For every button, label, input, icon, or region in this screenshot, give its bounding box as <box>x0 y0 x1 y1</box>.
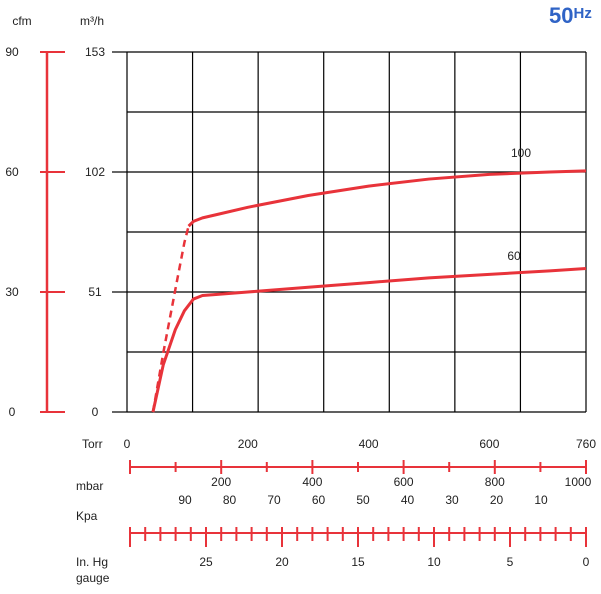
inhg-scale-label-line1: In. Hg <box>76 555 108 569</box>
mbar-tick-label: 1000 <box>565 475 592 489</box>
series-label-60: 60 <box>507 249 521 263</box>
plot-grid <box>126 51 587 413</box>
torr-tick-label: 600 <box>479 437 499 451</box>
kpa-tick-label: 20 <box>490 493 504 507</box>
cfm-axis-label: cfm <box>12 14 31 28</box>
torr-tick-label: 200 <box>238 437 258 451</box>
m3h-tick-label: 102 <box>85 165 105 179</box>
kpa-tick-label: 30 <box>445 493 459 507</box>
kpa-scale: 90 80 70 60 50 40 30 20 10 <box>178 493 548 507</box>
torr-tick-label: 0 <box>124 437 131 451</box>
frequency-value: 50 <box>549 3 573 28</box>
cfm-tick-label: 60 <box>5 165 19 179</box>
mbar-tick-label: 400 <box>302 475 322 489</box>
curve-layer <box>151 169 587 413</box>
series-label-100: 100 <box>511 146 531 160</box>
inhg-scale-label-line2: gauge <box>76 571 110 585</box>
frequency-unit: Hz <box>573 5 591 22</box>
m3h-tick-label: 153 <box>85 45 105 59</box>
mbar-scale-label: mbar <box>76 479 103 493</box>
m3h-axis-label: m³/h <box>80 14 104 28</box>
mbar-tick-label: 600 <box>394 475 414 489</box>
series-100-line <box>187 169 587 228</box>
kpa-tick-label: 10 <box>534 493 548 507</box>
frequency-badge: 50Hz <box>549 3 592 28</box>
inhg-tick-label: 25 <box>199 555 213 569</box>
inhg-tick-label: 5 <box>507 555 514 569</box>
inhg-tick-label: 0 <box>583 555 590 569</box>
m3h-tick-label: 0 <box>92 405 99 419</box>
series-60-line <box>151 266 587 413</box>
inhg-tick-labels: 25 20 15 10 5 0 <box>199 555 589 569</box>
torr-tick-label: 760 <box>576 437 596 451</box>
torr-scale-label: Torr <box>82 437 103 451</box>
kpa-tick-label: 90 <box>178 493 192 507</box>
kpa-tick-label: 80 <box>223 493 237 507</box>
inhg-tick-label: 20 <box>275 555 289 569</box>
mbar-scale: 200 400 600 800 1000 <box>129 460 592 489</box>
torr-scale: 0 200 400 600 760 <box>124 437 597 451</box>
inhg-tick-label: 15 <box>351 555 365 569</box>
cfm-tick-label: 0 <box>9 405 16 419</box>
kpa-tick-label: 50 <box>356 493 370 507</box>
kpa-scale-label: Kpa <box>76 509 98 523</box>
kpa-tick-label: 60 <box>312 493 326 507</box>
m3h-axis: 153 102 51 0 <box>85 45 127 419</box>
cfm-tick-label: 30 <box>5 285 19 299</box>
kpa-tick-label: 70 <box>267 493 281 507</box>
m3h-tick-label: 51 <box>88 285 102 299</box>
inhg-scale <box>129 527 587 547</box>
kpa-tick-label: 40 <box>401 493 415 507</box>
torr-tick-label: 400 <box>359 437 379 451</box>
series-100-dashed-line <box>151 225 190 413</box>
cfm-tick-label: 90 <box>5 45 19 59</box>
inhg-tick-label: 10 <box>427 555 441 569</box>
mbar-tick-label: 200 <box>211 475 231 489</box>
mbar-tick-label: 800 <box>485 475 505 489</box>
cfm-axis: 90 60 30 0 <box>5 45 65 419</box>
